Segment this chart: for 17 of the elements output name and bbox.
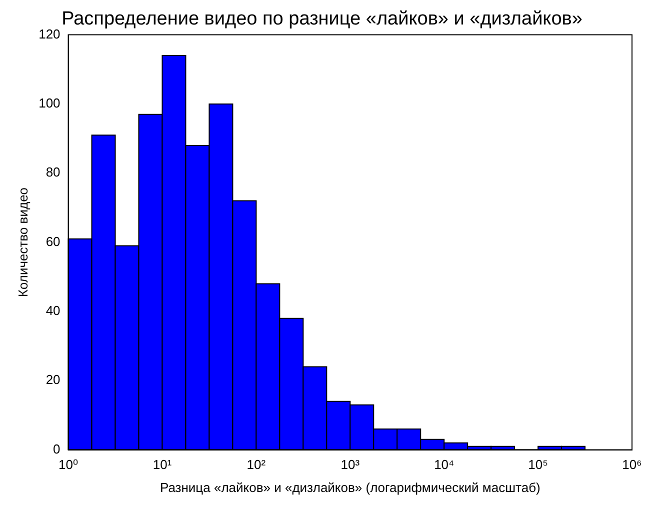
y-tick-label: 40 [46, 303, 60, 318]
x-tick-label: 10⁶ [622, 457, 642, 472]
x-axis-title: Разница «лайков» и «дизлайков» (логарифмический масштаб) [160, 480, 540, 495]
x-tick-label: 10⁰ [58, 457, 78, 472]
chart-title: Распределение видео по разнице «лайков» и «дизлайков» [62, 8, 582, 30]
x-tick-label: 10² [246, 457, 266, 472]
y-axis-title: Количество видео [15, 187, 30, 298]
x-tick-label: 10³ [340, 457, 360, 472]
x-tick-label: 10⁵ [528, 457, 548, 472]
y-tick-label: 120 [38, 26, 60, 42]
y-tick-label: 20 [46, 372, 60, 388]
y-tick-label: 80 [46, 164, 60, 180]
y-tick-label: 60 [46, 234, 60, 249]
x-tick-label: 10¹ [152, 457, 172, 472]
y-tick-label: 0 [53, 441, 60, 456]
x-tick-label: 10⁴ [434, 457, 454, 472]
y-tick-label: 100 [38, 96, 60, 111]
